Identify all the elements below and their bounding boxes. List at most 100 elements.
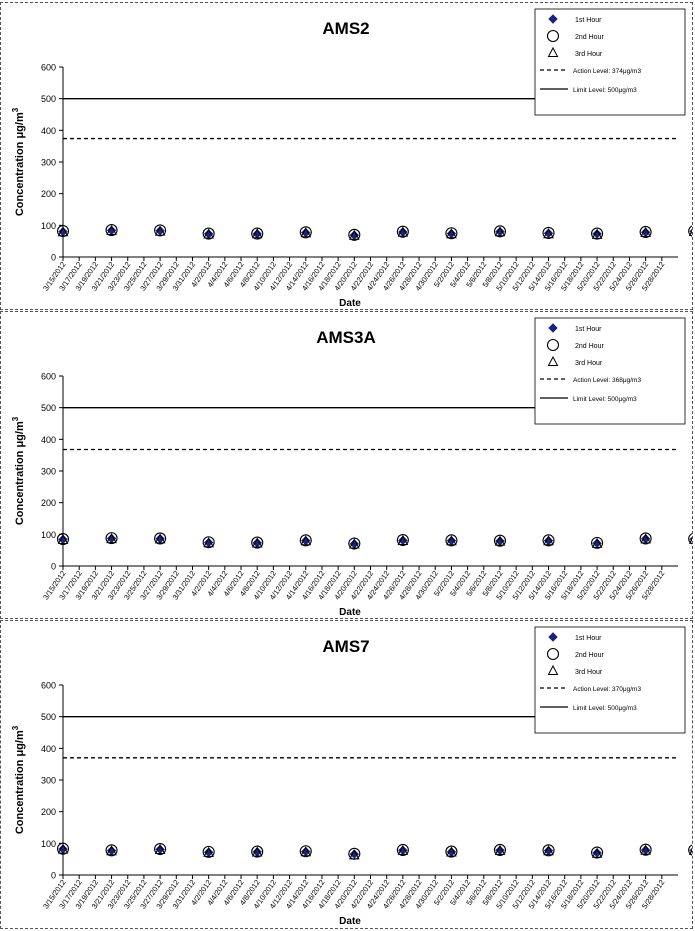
y-tick-label: 300 [41, 467, 56, 477]
data-point-triangle [154, 533, 166, 544]
data-point-circle [688, 533, 692, 545]
data-point-circle [299, 534, 312, 547]
y-tick-label: 200 [41, 807, 56, 817]
data-point-triangle [251, 846, 263, 857]
y-axis-title: Concentration μg/m3 [11, 107, 26, 216]
chart-title: AMS3A [316, 328, 376, 347]
legend-marker-diamond [548, 632, 558, 642]
data-point-triangle [348, 849, 360, 860]
data-point-circle [688, 844, 692, 856]
data-point-triangle [348, 538, 360, 549]
data-point-triangle [154, 843, 166, 854]
chart-svg-ams3a: AMS3A01002003004005006003/15/20123/17/20… [11, 317, 692, 618]
data-point-circle [688, 225, 692, 237]
chart-panel-ams3a: AMS3A 0 100 200 300 400 500 600 3/15/2012 3/17/20… [0, 311, 693, 619]
chart-svg-ams7: AMS701002003004005006003/15/20123/17/201… [11, 626, 692, 927]
legend-label: Action Level: 368μg/m3 [573, 377, 641, 384]
data-point-circle [542, 844, 555, 857]
data-point-circle [445, 227, 458, 240]
data-point-triangle [640, 844, 651, 855]
y-tick-label: 100 [41, 839, 56, 849]
data-point-circle [493, 534, 507, 547]
data-point-circle [105, 224, 118, 237]
data-point-circle [348, 228, 361, 241]
legend-label: 2nd Hour [575, 34, 604, 41]
data-point-triangle [57, 226, 69, 237]
y-tick-label: 600 [41, 681, 56, 691]
y-axis-title-superscript: 3 [11, 725, 20, 730]
y-tick-label: 0 [51, 871, 56, 881]
y-tick-label: 600 [41, 372, 56, 382]
y-tick-label: 500 [41, 94, 56, 104]
y-tick-label: 300 [41, 158, 56, 168]
y-tick-label: 0 [51, 253, 56, 263]
data-point-triangle [591, 537, 603, 548]
data-point-triangle [251, 228, 263, 239]
data-point-triangle [397, 844, 409, 855]
y-axis-title-text: Concentration μg/m [14, 730, 26, 834]
y-tick-label: 100 [41, 530, 56, 540]
data-point-triangle [203, 537, 214, 548]
data-point-circle [348, 537, 361, 550]
legend-marker-diamond [548, 14, 558, 24]
legend-label: 3rd Hour [575, 51, 603, 58]
y-axis-title-text: Concentration μg/m [14, 112, 26, 216]
data-point-circle [105, 532, 118, 545]
legend-box [534, 317, 686, 425]
data-point-circle [299, 226, 312, 239]
legend-label: Action Level: 374μg/m3 [573, 68, 641, 75]
data-point-circle [251, 536, 264, 549]
data-point-circle [202, 227, 215, 240]
y-tick-label: 300 [41, 776, 56, 786]
legend-label: 1st Hour [575, 17, 602, 24]
chart-title: AMS2 [322, 19, 369, 38]
y-tick-label: 500 [41, 712, 56, 722]
chart-panel-ams7: AMS7 0 100 200 300 400 500 600 3/15/2012 3/17/201… [0, 620, 693, 929]
legend-box [534, 8, 686, 116]
data-point-triangle [106, 224, 117, 236]
x-axis-title: Date [339, 916, 361, 927]
data-point-circle [445, 845, 458, 858]
data-point-circle [56, 533, 70, 546]
data-point-triangle [591, 847, 603, 858]
data-point-circle [251, 227, 264, 240]
y-tick-label: 200 [41, 498, 56, 508]
legend-marker-circle [546, 647, 560, 661]
chart-title: AMS7 [322, 637, 369, 656]
y-tick-label: 200 [41, 189, 56, 199]
data-point-triangle [688, 230, 692, 236]
y-tick-label: 400 [41, 126, 56, 136]
x-axis-title: Date [339, 607, 361, 618]
data-point-circle [154, 532, 167, 545]
data-point-diamond [349, 849, 360, 859]
legend-marker-triangle [547, 46, 559, 57]
data-point-circle [299, 845, 312, 858]
legend-label: 3rd Hour [575, 360, 603, 367]
data-point-triangle [57, 533, 69, 545]
y-tick-label: 0 [51, 562, 56, 572]
legend-label: Limit Level: 500μg/m3 [573, 87, 637, 94]
data-point-triangle [640, 533, 651, 544]
data-point-circle [591, 536, 604, 549]
data-point-triangle [688, 848, 692, 855]
data-point-triangle [494, 226, 506, 237]
data-point-circle [591, 227, 604, 240]
legend-label: 2nd Hour [575, 652, 604, 659]
data-point-circle [154, 224, 167, 237]
y-axis-title: Concentration μg/m3 [11, 725, 26, 834]
data-point-circle [639, 532, 652, 545]
data-point-circle [56, 224, 70, 238]
data-point-triangle [688, 537, 692, 544]
data-point-triangle [106, 533, 117, 544]
data-point-circle [639, 225, 652, 239]
legend-box [534, 626, 686, 734]
data-point-triangle [543, 845, 554, 856]
y-tick-label: 100 [41, 221, 56, 231]
data-point-circle [396, 533, 409, 547]
data-point-circle [154, 842, 167, 856]
legend-label: 1st Hour [575, 635, 602, 642]
data-point-triangle [348, 229, 360, 240]
data-point-diamond [592, 848, 602, 858]
data-point-triangle [203, 846, 214, 857]
legend-label: 2nd Hour [575, 343, 604, 350]
